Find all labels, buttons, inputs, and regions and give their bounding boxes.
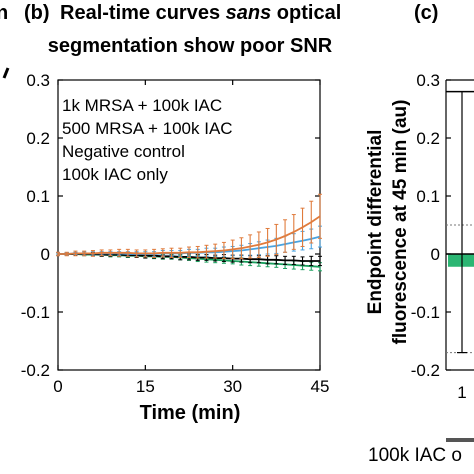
c-y-tick-label: 0.1 bbox=[416, 187, 440, 206]
c-y-tick-label: 0.2 bbox=[416, 129, 440, 148]
legend: 1k MRSA + 100k IAC 500 MRSA + 100k IAC N… bbox=[62, 96, 233, 184]
x-axis-label: Time (min) bbox=[140, 402, 241, 424]
left-panel-fragment: n bbox=[0, 2, 8, 24]
left-fragment-mark bbox=[2, 67, 10, 79]
c-y-tick-label: 0 bbox=[431, 245, 440, 264]
c-category-label: 100k IAC o bbox=[368, 445, 462, 466]
chart-title-line1: Real-time curves sans optical bbox=[60, 2, 341, 24]
y-tick-label: 0.1 bbox=[26, 187, 50, 206]
series-line-1k-mrsa-100k-iac bbox=[58, 215, 321, 255]
c-ylabel-line2: fluorescence at 45 min (au) bbox=[390, 100, 411, 345]
y-tick-label: -0.2 bbox=[21, 361, 50, 380]
x-tick-label: 30 bbox=[223, 377, 242, 396]
c-y-tick-label: -0.1 bbox=[411, 303, 440, 322]
line-chart: -0.2 -0.1 0 0.1 0.2 0.3 0 15 30 45 1k MRSA + 100k… bbox=[21, 71, 330, 424]
bar-chart: Endpoint differential fluorescence at 45… bbox=[365, 71, 474, 466]
title-pre: Real-time curves bbox=[60, 2, 226, 24]
c-category-tick: 1 bbox=[457, 383, 466, 402]
chart-title-line2: segmentation show poor SNR bbox=[48, 35, 333, 57]
c-axis-ticks: -0.2 -0.1 0 0.1 0.2 0.3 bbox=[411, 71, 451, 380]
b-series-layer bbox=[56, 193, 322, 272]
title-post: optical bbox=[271, 2, 341, 24]
y-tick-label: 0.3 bbox=[26, 71, 50, 90]
c-ylabel-line1: Endpoint differential bbox=[365, 130, 386, 315]
y-tick-label: -0.1 bbox=[21, 303, 50, 322]
c-y-tick-label: -0.2 bbox=[411, 361, 440, 380]
x-tick-label: 45 bbox=[311, 377, 330, 396]
title-italic: sans bbox=[226, 2, 272, 24]
legend-item-negative-control: Negative control bbox=[62, 142, 185, 161]
x-tick-label: 0 bbox=[53, 377, 62, 396]
panel-b-label: (b) bbox=[24, 2, 50, 24]
c-y-tick-label: 0.3 bbox=[416, 71, 440, 90]
c-bar bbox=[448, 254, 474, 267]
legend-item-500-mrsa: 500 MRSA + 100k IAC bbox=[62, 119, 233, 138]
legend-item-1k-mrsa: 1k MRSA + 100k IAC bbox=[62, 96, 222, 115]
c-bar-layer bbox=[446, 90, 474, 354]
x-tick-label: 15 bbox=[136, 377, 155, 396]
panel-c-label: (c) bbox=[414, 2, 438, 24]
y-tick-label: 0 bbox=[41, 245, 50, 264]
b-axis-ticks: -0.2 -0.1 0 0.1 0.2 0.3 0 15 30 45 bbox=[21, 71, 330, 396]
y-tick-label: 0.2 bbox=[26, 129, 50, 148]
legend-item-100k-iac: 100k IAC only bbox=[62, 165, 168, 184]
